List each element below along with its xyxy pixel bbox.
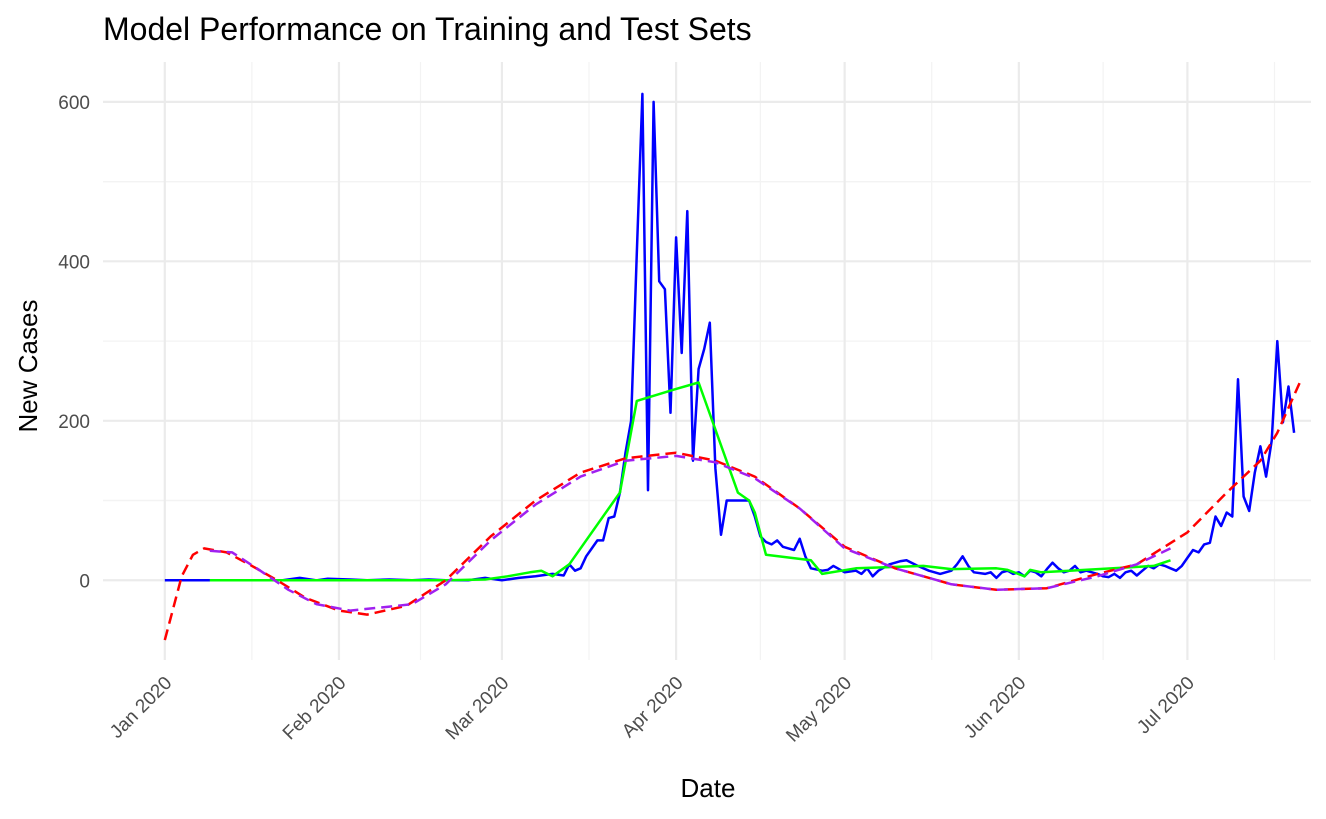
- plot-series: [163, 92, 1301, 641]
- x-tick-label: May 2020: [782, 673, 856, 747]
- chart-title: Model Performance on Training and Test S…: [103, 11, 752, 47]
- y-axis: 0 200 400 600: [58, 93, 90, 592]
- series-line-1: [164, 92, 1296, 582]
- x-tick-label: Jun 2020: [960, 673, 1030, 743]
- x-tick-label: Jan 2020: [106, 673, 176, 743]
- y-tick-label: 200: [58, 412, 90, 433]
- x-axis: Jan 2020 Feb 2020 Mar 2020 Apr 2020 May 2020…: [106, 673, 1199, 747]
- x-tick-label: Jul 2020: [1133, 673, 1199, 739]
- x-tick-label: Feb 2020: [279, 673, 351, 745]
- y-tick-label: 600: [58, 93, 90, 114]
- x-axis-title: Date: [681, 773, 736, 803]
- x-tick-label: Apr 2020: [618, 673, 687, 742]
- x-tick-label: Mar 2020: [442, 673, 514, 745]
- series-line-4: [209, 454, 1172, 612]
- y-tick-label: 0: [79, 571, 90, 592]
- series-line-2: [209, 381, 1171, 582]
- y-tick-label: 400: [58, 252, 90, 273]
- plot-grid: [103, 62, 1311, 660]
- y-axis-title: New Cases: [13, 300, 43, 433]
